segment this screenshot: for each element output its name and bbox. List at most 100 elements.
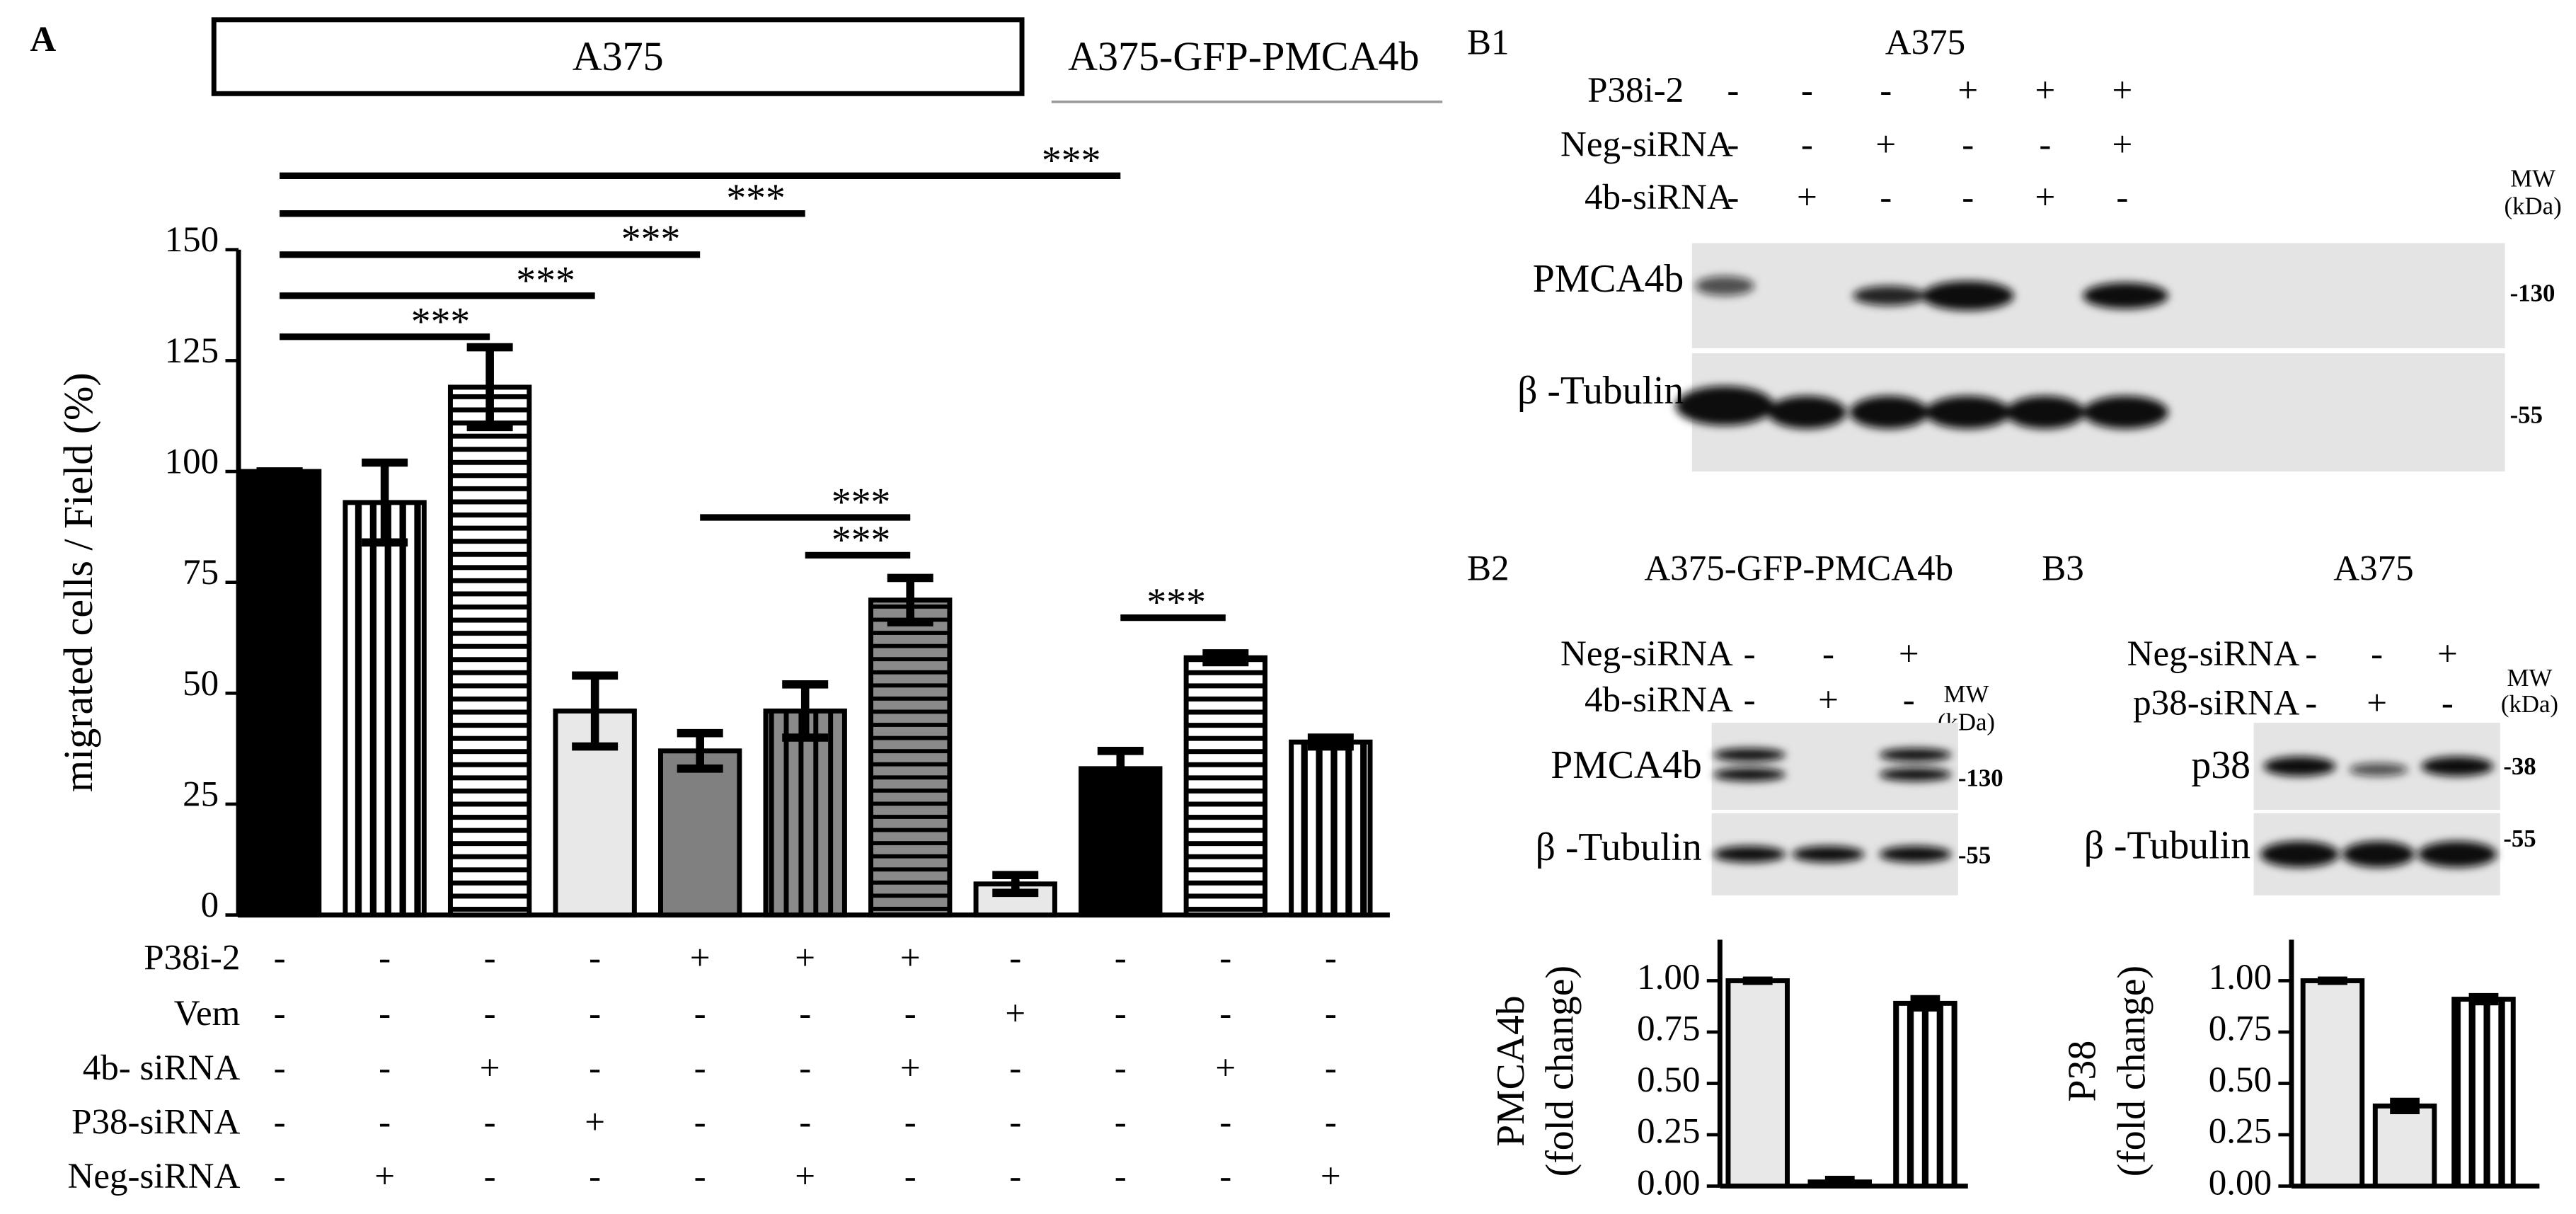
bar [447,384,532,918]
condition-sign: - [589,1157,601,1196]
condition-sign: - [379,994,391,1033]
band [2083,282,2168,309]
y-tick-label: 0.25 [2209,1112,2272,1152]
error-bar [2468,992,2499,1006]
condition-sign: - [274,1102,286,1142]
band [1792,846,1865,863]
condition-label: Neg-siRNA [2127,634,2300,674]
band [1849,396,1929,429]
band [1921,280,2014,311]
band [1713,846,1786,863]
y-axis-label: (fold change) [1539,966,1582,1176]
y-tick-label: 0.50 [1637,1060,1700,1100]
condition-label: p38-siRNA [2133,684,2300,723]
y-tick-label: 0.25 [1637,1112,1700,1152]
condition-sign: + [2035,71,2055,110]
condition-sign: - [1219,1102,1231,1142]
error-bar [992,871,1039,898]
y-tick-label: 100 [165,442,219,481]
condition-sign: + [1005,994,1025,1033]
bar [2372,1103,2437,1189]
band [2342,841,2415,868]
band [1713,767,1786,781]
condition-sign: - [1727,178,1739,217]
condition-sign: - [1801,125,1813,165]
condition-label: 4b-siRNA [1585,680,1733,720]
y-tick-label: 150 [165,220,219,260]
blot-bands [1713,846,1952,863]
condition-sign: - [694,1048,706,1088]
bar [1725,978,1790,1189]
error-bar [1910,995,1940,1012]
band [1879,748,1952,762]
bar [237,469,322,918]
significance-label: *** [621,217,681,261]
panel-label: A [30,20,56,59]
condition-sign: + [1215,1048,1236,1088]
condition-sign: - [274,1048,286,1088]
condition-sign: - [274,938,286,978]
y-tick-label: 0 [201,886,219,925]
significance-label: *** [1042,139,1101,183]
y-axis-label: PMCA4b [1489,995,1533,1147]
condition-sign: + [1899,634,1919,674]
condition-sign: - [1880,71,1892,110]
band [1767,396,1847,429]
significance-label: *** [726,176,786,220]
mw-label: MW [1944,680,1989,708]
band [1853,285,1926,306]
condition-label: 4b-siRNA [1585,178,1733,217]
blot-bands [2263,756,2494,777]
bar [1893,1000,1957,1189]
y-tick-label: 25 [183,774,219,814]
condition-sign: - [1962,178,1974,217]
y-tick-label: 0.75 [2209,1009,2272,1049]
band [1925,396,2011,429]
y-axis-label: P38 [2061,1041,2105,1102]
condition-sign: - [2371,634,2383,674]
band [1675,386,1774,426]
mw-marker: -130 [1958,764,2003,791]
bar [763,708,847,918]
condition-label: 4b- siRNA [83,1048,241,1088]
error-bar [466,343,513,432]
y-tick-label: 75 [183,553,219,592]
condition-sign: - [1325,1102,1337,1142]
error-bar [1202,649,1249,667]
condition-sign: - [484,1102,496,1142]
condition-sign: - [1009,1048,1021,1088]
bar [343,500,427,918]
condition-sign: - [1219,1157,1231,1196]
mw-label: MW [2510,164,2555,192]
condition-sign: - [1115,938,1127,978]
condition-sign: - [379,938,391,978]
y-tick-label: 1.00 [1637,958,1700,997]
group-label: A375-GFP-PMCA4b [1068,33,1419,79]
condition-sign: - [1801,71,1813,110]
y-tick-label: 0.75 [1637,1009,1700,1049]
condition-sign: - [1009,938,1021,978]
blot-title: A375 [2333,549,2413,588]
panel-label: B3 [2042,549,2084,588]
condition-sign: - [1325,1048,1337,1088]
error-bar [362,458,408,547]
condition-sign: - [2442,684,2454,723]
error-bar [1097,746,1144,791]
condition-sign: - [1325,994,1337,1033]
condition-sign: - [274,994,286,1033]
condition-sign: - [1009,1157,1021,1196]
condition-sign: - [694,1157,706,1196]
condition-sign: + [1797,178,1817,217]
condition-sign: - [694,1102,706,1142]
condition-label: Vem [174,994,241,1033]
condition-sign: - [1727,125,1739,165]
condition-sign: + [585,1102,605,1142]
condition-sign: + [1875,125,1896,165]
condition-sign: + [1818,680,1839,720]
band [2006,396,2085,429]
condition-sign: + [2437,634,2458,674]
bar [1183,655,1267,918]
blot-row-label: β -Tubulin [2084,824,2250,868]
condition-sign: - [1727,71,1739,110]
condition-sign: - [1219,994,1231,1033]
